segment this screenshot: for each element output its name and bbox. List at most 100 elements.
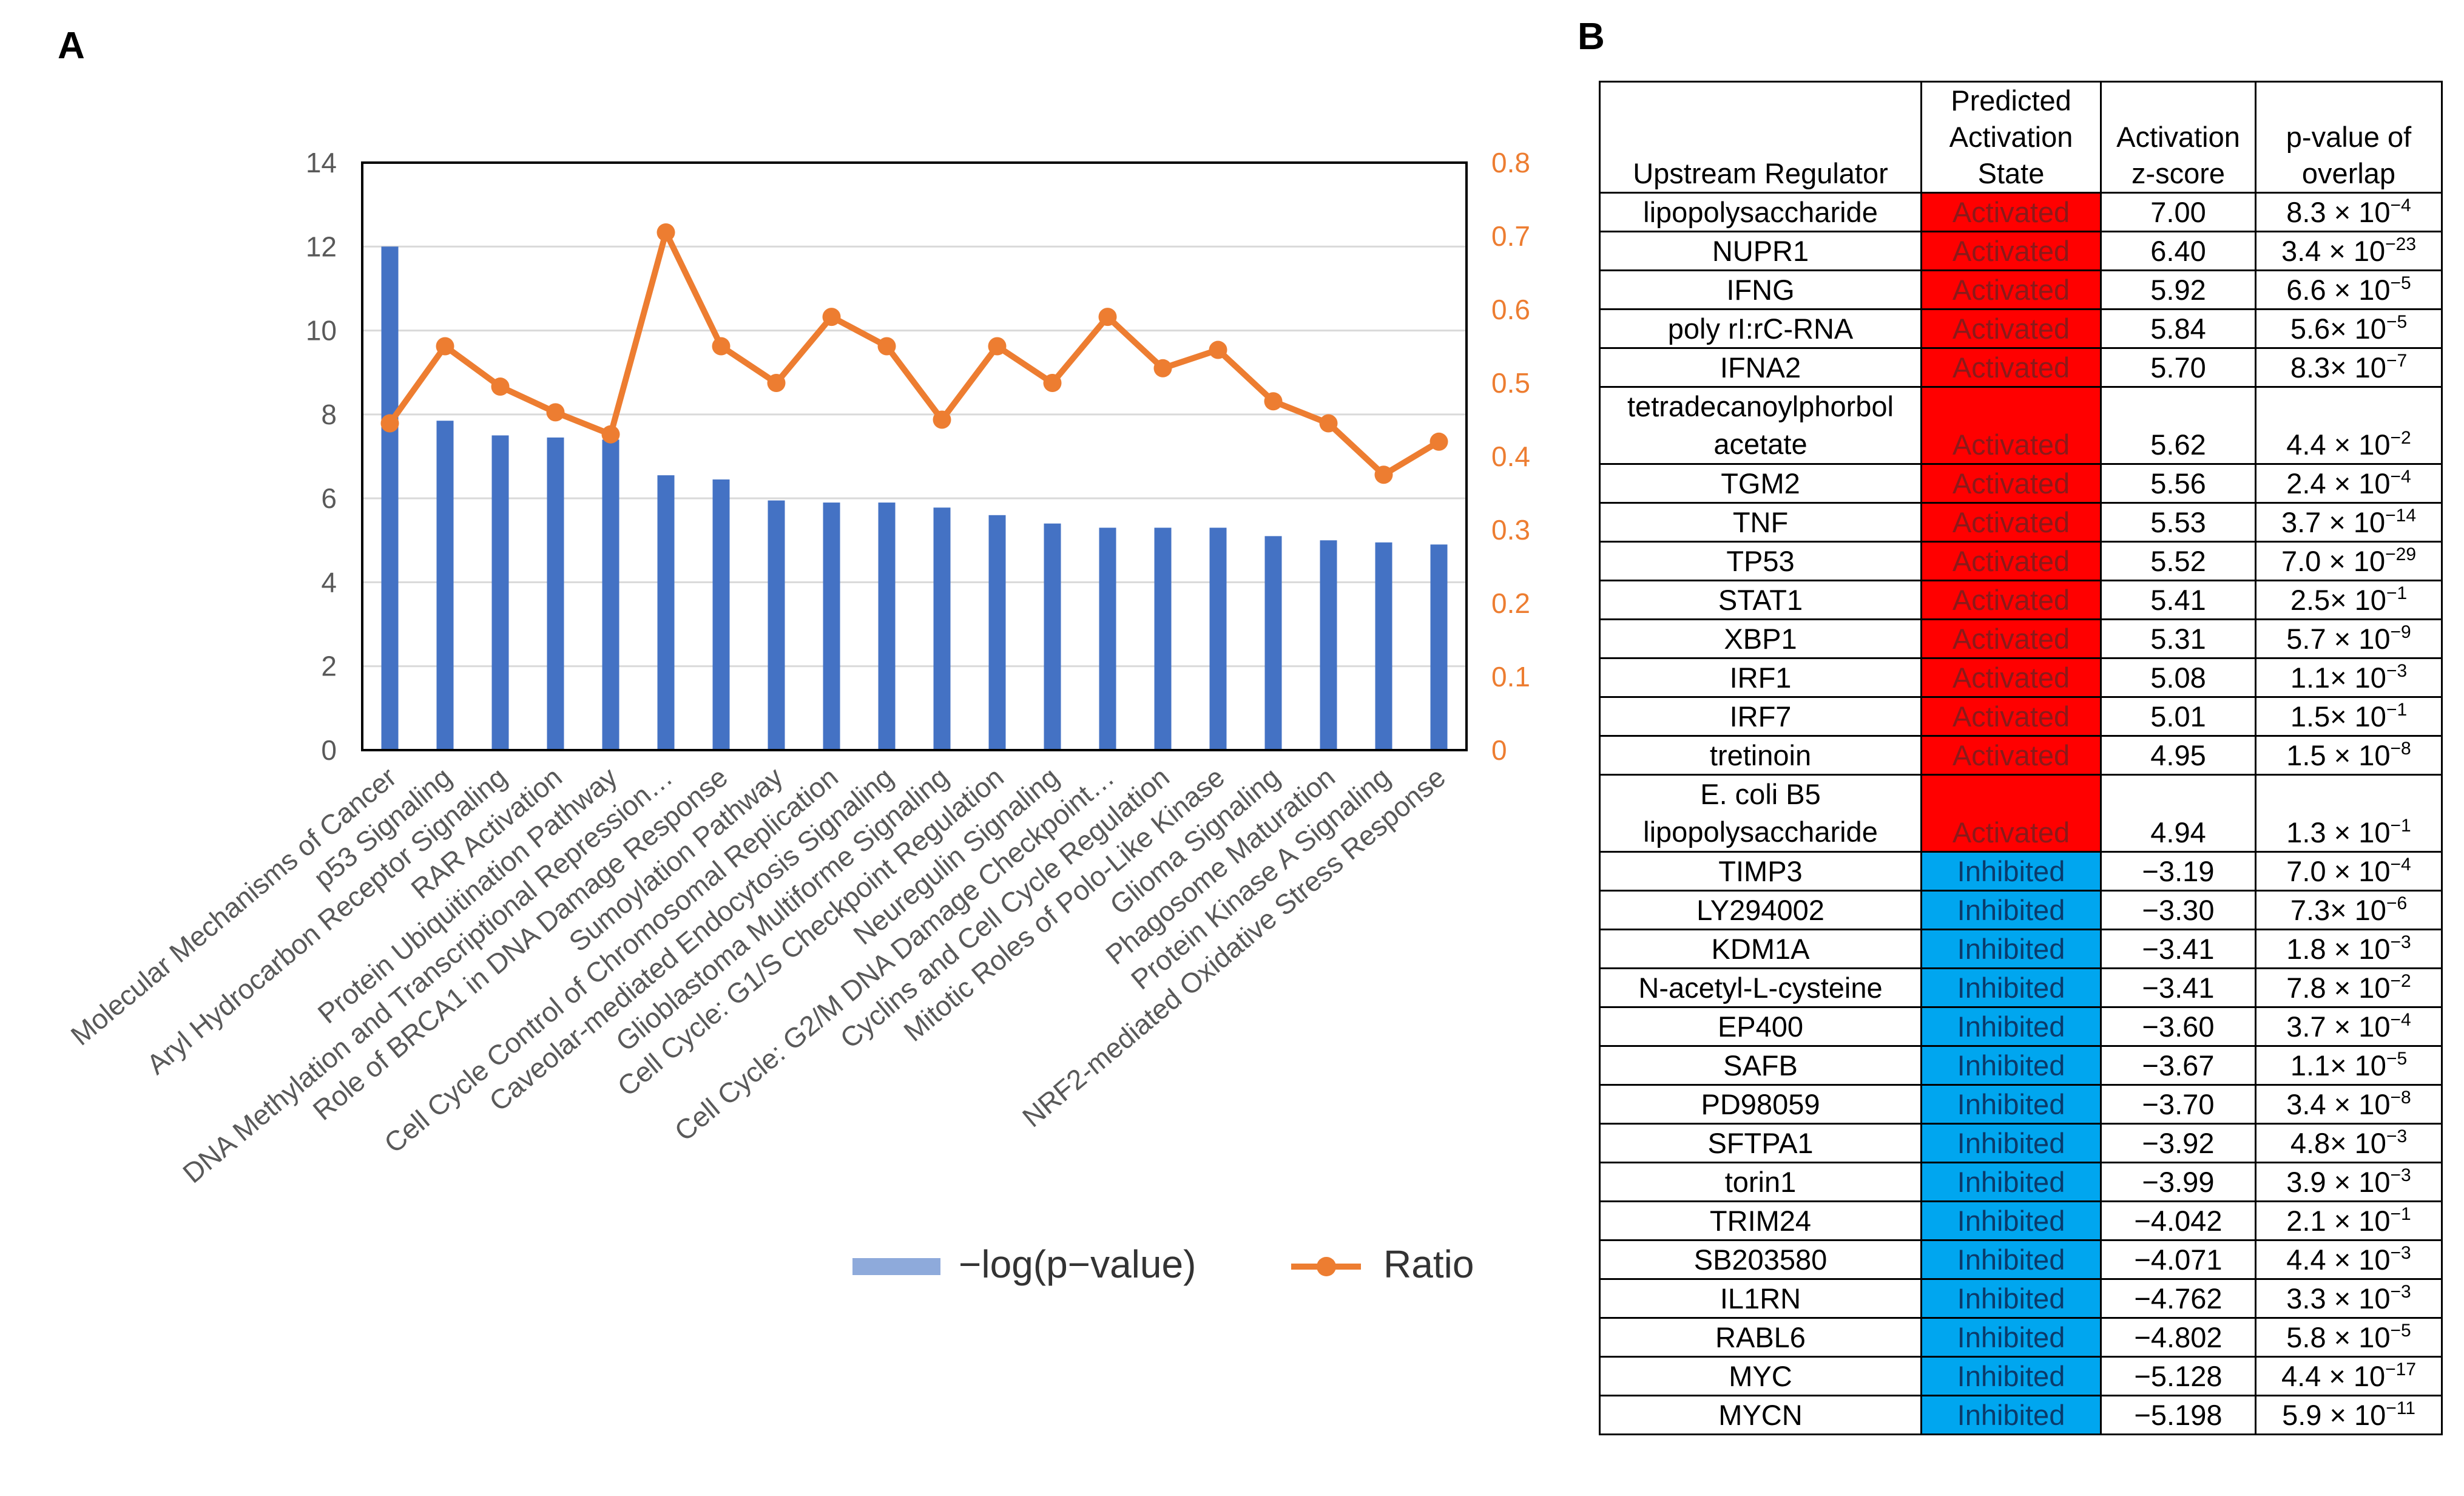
pvalue-cell: 7.0 × 10−29 bbox=[2255, 541, 2443, 581]
pvalue-base: 5.6× 10 bbox=[2290, 313, 2386, 345]
pvalue-base: 3.4 × 10 bbox=[2286, 1088, 2391, 1120]
activation-state-cell: Inhibited bbox=[1920, 929, 2102, 969]
right-axis-tick-label: 0.5 bbox=[1491, 367, 1530, 399]
pvalue-exponent: −8 bbox=[2390, 739, 2411, 759]
ratio-point bbox=[491, 377, 510, 396]
pvalue-base: 4.4 × 10 bbox=[2286, 428, 2391, 461]
zscore-cell: 5.62 bbox=[2100, 386, 2256, 465]
pvalue-cell: 5.6× 10−5 bbox=[2255, 308, 2443, 349]
table-row: KDM1A Inhibited −3.41 1.8 × 10−3 bbox=[1599, 929, 2443, 969]
zscore-cell: −4.762 bbox=[2100, 1278, 2256, 1319]
zscore-cell: −3.41 bbox=[2100, 929, 2256, 969]
pvalue-cell: 1.1× 10−3 bbox=[2255, 657, 2443, 698]
zscore-cell: −3.92 bbox=[2100, 1123, 2256, 1163]
pvalue-cell: 7.0 × 10−4 bbox=[2255, 851, 2443, 892]
ratio-point bbox=[988, 337, 1007, 356]
panel-b-label: B bbox=[1578, 16, 1605, 58]
pvalue-cell: 7.8 × 10−2 bbox=[2255, 967, 2443, 1008]
legend-label-bar: −log(p−value) bbox=[959, 1242, 1196, 1286]
pvalue-base: 1.1× 10 bbox=[2290, 662, 2386, 694]
regulator-cell: poly rI:rC-RNA bbox=[1599, 308, 1922, 349]
left-axis-tick-label: 2 bbox=[321, 651, 337, 682]
table-row: MYC Inhibited −5.128 4.4 × 10−17 bbox=[1599, 1356, 2443, 1396]
pvalue-exponent: −5 bbox=[2386, 1049, 2408, 1069]
right-axis-tick-label: 0.6 bbox=[1491, 294, 1530, 325]
activation-state-cell: Activated bbox=[1920, 269, 2102, 310]
zscore-cell: −4.071 bbox=[2100, 1239, 2256, 1280]
bar bbox=[657, 475, 675, 750]
pvalue-exponent: −1 bbox=[2386, 583, 2408, 603]
pvalue-exponent: −6 bbox=[2386, 893, 2408, 913]
activation-state-cell: Activated bbox=[1920, 463, 2102, 504]
pvalue-cell: 3.9 × 10−3 bbox=[2255, 1162, 2443, 1202]
pvalue-base: 4.4 × 10 bbox=[2286, 1244, 2391, 1276]
ratio-point bbox=[657, 223, 675, 242]
activation-state-cell: Activated bbox=[1920, 386, 2102, 465]
table-row: SB203580 Inhibited −4.071 4.4 × 10−3 bbox=[1599, 1239, 2443, 1280]
regulator-cell: EP400 bbox=[1599, 1006, 1922, 1047]
pvalue-exponent: −3 bbox=[2386, 661, 2408, 681]
bar bbox=[1264, 536, 1282, 750]
table-row: PD98059 Inhibited −3.70 3.4 × 10−8 bbox=[1599, 1084, 2443, 1125]
zscore-cell: −3.99 bbox=[2100, 1162, 2256, 1202]
pvalue-base: 7.3× 10 bbox=[2290, 894, 2386, 926]
zscore-cell: 6.40 bbox=[2100, 231, 2256, 271]
ratio-line bbox=[387, 229, 1441, 478]
pvalue-base: 3.7 × 10 bbox=[2286, 1010, 2391, 1043]
regulator-cell: MYCN bbox=[1599, 1395, 1922, 1435]
pvalue-base: 3.3 × 10 bbox=[2286, 1282, 2391, 1315]
activation-state-cell: Inhibited bbox=[1920, 1356, 2102, 1396]
pvalue-exponent: −23 bbox=[2385, 234, 2417, 254]
right-axis-tick-label: 0.3 bbox=[1491, 514, 1530, 546]
regulator-cell: IL1RN bbox=[1599, 1278, 1922, 1319]
pvalue-cell: 2.5× 10−1 bbox=[2255, 580, 2443, 620]
pvalue-base: 1.1× 10 bbox=[2290, 1049, 2386, 1081]
left-axis-tick-label: 12 bbox=[306, 231, 337, 262]
regulator-cell: KDM1A bbox=[1599, 929, 1922, 969]
pvalue-base: 5.7 × 10 bbox=[2286, 623, 2391, 655]
pvalue-cell: 8.3× 10−7 bbox=[2255, 347, 2443, 388]
pvalue-exponent: −5 bbox=[2390, 273, 2411, 293]
right-axis-tick-label: 0 bbox=[1491, 734, 1507, 766]
bar bbox=[1099, 527, 1116, 750]
activation-state-cell: Activated bbox=[1920, 231, 2102, 271]
pvalue-exponent: −11 bbox=[2386, 1398, 2415, 1418]
pvalue-base: 5.9 × 10 bbox=[2282, 1399, 2386, 1431]
zscore-cell: 4.94 bbox=[2100, 774, 2256, 853]
header-pvalue-line: overlap bbox=[2301, 157, 2396, 189]
activation-state-cell: Inhibited bbox=[1920, 1006, 2102, 1047]
table-header-row: Upstream Regulator Predicted Activation … bbox=[1599, 81, 2443, 194]
header-pvalue-overlap: p-value of overlap bbox=[2255, 81, 2443, 194]
ratio-point bbox=[1043, 374, 1062, 392]
table-row: TP53 Activated 5.52 7.0 × 10−29 bbox=[1599, 541, 2443, 581]
left-axis-tick-label: 8 bbox=[321, 399, 337, 430]
ratio-point bbox=[712, 337, 731, 356]
activation-state-cell: Activated bbox=[1920, 541, 2102, 581]
regulator-cell: TP53 bbox=[1599, 541, 1922, 581]
pvalue-cell: 3.3 × 10−3 bbox=[2255, 1278, 2443, 1319]
pvalue-cell: 2.1 × 10−1 bbox=[2255, 1200, 2443, 1241]
panel-a-label: A bbox=[58, 25, 85, 67]
table-row: SFTPA1 Inhibited −3.92 4.8× 10−3 bbox=[1599, 1123, 2443, 1163]
pvalue-exponent: −1 bbox=[2386, 700, 2408, 720]
zscore-cell: 5.31 bbox=[2100, 618, 2256, 659]
zscore-cell: −3.67 bbox=[2100, 1045, 2256, 1086]
table-row: MYCN Inhibited −5.198 5.9 × 10−11 bbox=[1599, 1395, 2443, 1435]
pvalue-cell: 4.4 × 10−17 bbox=[2255, 1356, 2443, 1396]
regulator-cell: SFTPA1 bbox=[1599, 1123, 1922, 1163]
right-axis-tick-label: 0.8 bbox=[1491, 147, 1530, 178]
pvalue-base: 2.4 × 10 bbox=[2286, 467, 2391, 499]
pvalue-cell: 4.4 × 10−3 bbox=[2255, 1239, 2443, 1280]
header-state-line: State bbox=[1977, 157, 2045, 189]
pvalue-base: 3.7 × 10 bbox=[2281, 506, 2386, 538]
left-axis-tick-label: 0 bbox=[321, 734, 337, 766]
left-axis-tick-label: 6 bbox=[321, 482, 337, 514]
activation-state-cell: Activated bbox=[1920, 774, 2102, 853]
bar bbox=[547, 437, 564, 750]
table-row: NUPR1 Activated 6.40 3.4 × 10−23 bbox=[1599, 231, 2443, 271]
pvalue-cell: 5.8 × 10−5 bbox=[2255, 1317, 2443, 1358]
header-state-line: Predicted bbox=[1951, 84, 2071, 117]
activation-state-cell: Inhibited bbox=[1920, 1278, 2102, 1319]
table-row: tretinoin Activated 4.95 1.5 × 10−8 bbox=[1599, 735, 2443, 776]
table-row: STAT1 Activated 5.41 2.5× 10−1 bbox=[1599, 580, 2443, 620]
